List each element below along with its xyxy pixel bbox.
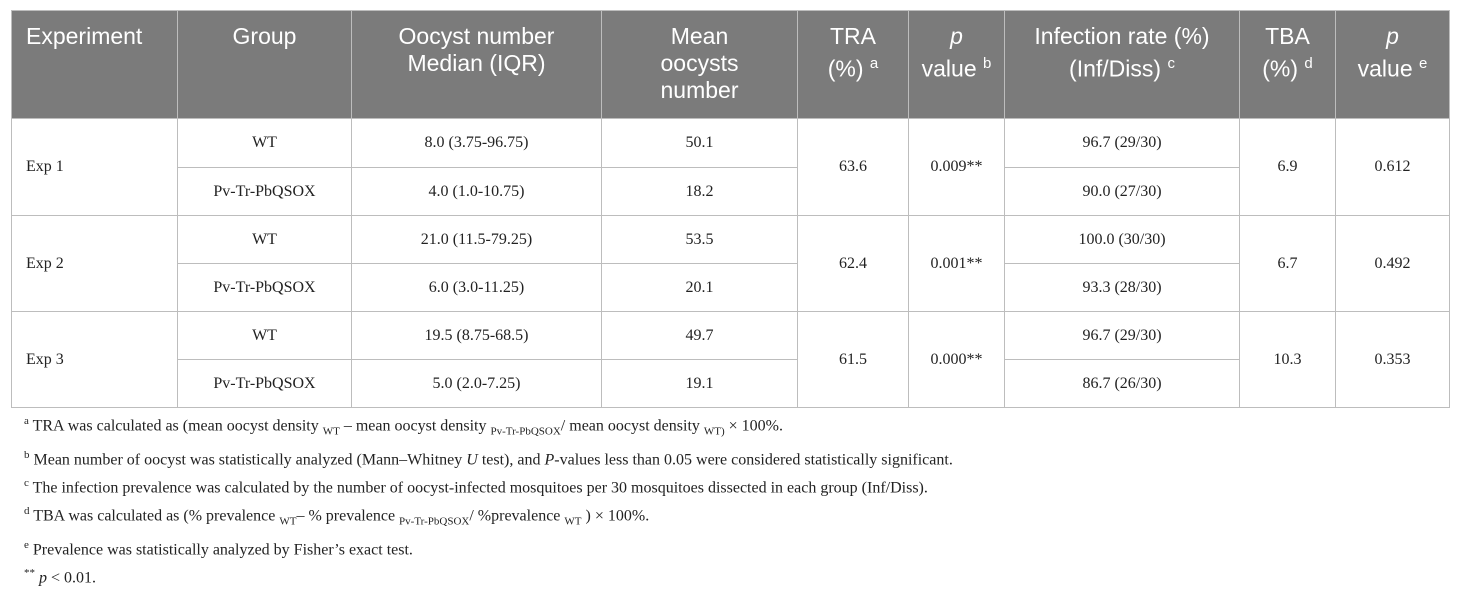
table-row: Exp 2 WT 21.0 (11.5-79.25) 53.5 62.4 0.0… — [11, 215, 1450, 312]
header-experiment: Experiment — [11, 10, 178, 119]
footnote-c: c The infection prevalence was calculate… — [24, 477, 928, 497]
tra-cell: 63.6 — [797, 118, 909, 216]
group-cell: Pv-Tr-PbQSOX — [177, 263, 352, 312]
group-cell: WT — [177, 215, 352, 264]
table-row: Exp 3 WT 19.5 (8.75-68.5) 49.7 61.5 0.00… — [11, 311, 1450, 408]
table-row: Exp 1 WT 8.0 (3.75-96.75) 50.1 63.6 0.00… — [11, 118, 1450, 216]
footnote-b: b Mean number of oocyst was statisticall… — [24, 449, 953, 469]
header-tra: TRA (%) a — [797, 10, 909, 119]
infection-rate-cell: 96.7 (29/30) — [1004, 311, 1240, 360]
group-cell: Pv-Tr-PbQSOX — [177, 359, 352, 408]
p-value-mean-cell: 0.009** — [908, 118, 1005, 216]
results-table: Experiment Group Oocyst number Median (I… — [11, 10, 1450, 408]
median-iqr-cell: 8.0 (3.75-96.75) — [351, 118, 602, 168]
table-row: Pv-Tr-PbQSOX 6.0 (3.0-11.25) 20.1 93.3 (… — [12, 263, 1450, 312]
table-header: Experiment Group Oocyst number Median (I… — [11, 10, 1450, 119]
mean-oocysts-cell: 19.1 — [601, 359, 798, 408]
header-p-value-e: p value e — [1335, 10, 1450, 119]
group-cell: WT — [177, 311, 352, 360]
p-value-mean-cell: 0.001** — [908, 215, 1005, 312]
infection-rate-cell: 93.3 (28/30) — [1004, 263, 1240, 312]
experiment-cell: Exp 1 — [11, 118, 178, 216]
group-cell: WT — [177, 118, 352, 168]
header-group: Group — [177, 10, 352, 119]
experiment-cell: Exp 2 — [11, 215, 178, 312]
mean-oocysts-cell: 49.7 — [601, 311, 798, 360]
mean-oocysts-cell: 20.1 — [601, 263, 798, 312]
mean-oocysts-cell: 53.5 — [601, 215, 798, 264]
median-iqr-cell: 19.5 (8.75-68.5) — [351, 311, 602, 360]
p-value-prevalence-cell: 0.612 — [1335, 118, 1450, 216]
table-row: Pv-Tr-PbQSOX 4.0 (1.0-10.75) 18.2 90.0 (… — [12, 167, 1450, 216]
tba-cell: 10.3 — [1239, 311, 1336, 408]
mean-oocysts-cell: 18.2 — [601, 167, 798, 216]
median-iqr-cell: 5.0 (2.0-7.25) — [351, 359, 602, 408]
tba-cell: 6.9 — [1239, 118, 1336, 216]
header-p-value-b: p value b — [908, 10, 1005, 119]
mean-oocysts-cell: 50.1 — [601, 118, 798, 168]
infection-rate-cell: 90.0 (27/30) — [1004, 167, 1240, 216]
footnote-a: a TRA was calculated as (mean oocyst den… — [24, 415, 784, 438]
tba-cell: 6.7 — [1239, 215, 1336, 312]
footnote-significance: ** p < 0.01. — [24, 566, 97, 587]
header-infection-rate: Infection rate (%) (Inf/Diss) c — [1004, 10, 1240, 119]
p-value-prevalence-cell: 0.492 — [1335, 215, 1450, 312]
p-value-mean-cell: 0.000** — [908, 311, 1005, 408]
infection-rate-cell: 86.7 (26/30) — [1004, 359, 1240, 408]
footnote-d: d TBA was calculated as (% prevalence WT… — [24, 504, 650, 528]
experiment-cell: Exp 3 — [11, 311, 178, 408]
table-footnotes: a TRA was calculated as (mean oocyst den… — [24, 410, 953, 590]
tra-cell: 62.4 — [797, 215, 909, 312]
header-oocyst-median: Oocyst number Median (IQR) — [351, 10, 602, 119]
table-body: Exp 1 WT 8.0 (3.75-96.75) 50.1 63.6 0.00… — [11, 118, 1450, 408]
group-cell: Pv-Tr-PbQSOX — [177, 167, 352, 216]
header-mean-oocysts: Mean oocysts number — [601, 10, 798, 119]
median-iqr-cell: 4.0 (1.0-10.75) — [351, 167, 602, 216]
median-iqr-cell: 21.0 (11.5-79.25) — [351, 215, 602, 264]
table-row: Pv-Tr-PbQSOX 5.0 (2.0-7.25) 19.1 86.7 (2… — [12, 359, 1450, 408]
header-tba: TBA (%) d — [1239, 10, 1336, 119]
infection-rate-cell: 96.7 (29/30) — [1004, 118, 1240, 168]
footnote-e: e Prevalence was statistically analyzed … — [24, 539, 413, 559]
p-value-prevalence-cell: 0.353 — [1335, 311, 1450, 408]
tra-cell: 61.5 — [797, 311, 909, 408]
infection-rate-cell: 100.0 (30/30) — [1004, 215, 1240, 264]
median-iqr-cell: 6.0 (3.0-11.25) — [351, 263, 602, 312]
